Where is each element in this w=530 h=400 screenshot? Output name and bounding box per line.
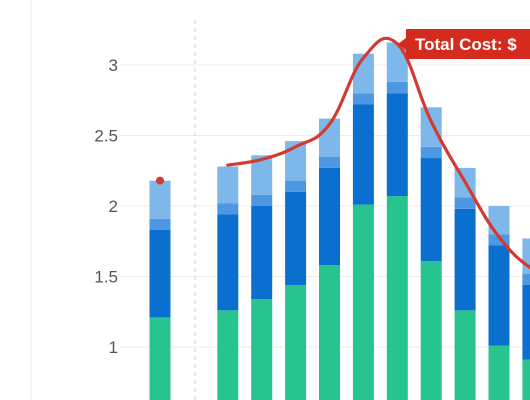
bar-segment-2[interactable]: [251, 206, 273, 300]
bar-segment-1[interactable]: [217, 310, 239, 400]
bar-segment-3[interactable]: [285, 180, 307, 192]
y-axis-ticks: 1 1.5 2 2.5 3: [94, 56, 118, 357]
y-tick-label: 2: [109, 197, 118, 216]
bar-segment-2[interactable]: [488, 245, 510, 346]
bar-segment-2[interactable]: [285, 191, 307, 285]
bar-segment-1[interactable]: [420, 260, 442, 400]
bar-segment-1[interactable]: [488, 345, 510, 400]
bars: [149, 42, 530, 400]
bar-segment-4[interactable]: [522, 238, 530, 274]
bar-segment-1[interactable]: [454, 310, 476, 400]
bar-segment-2[interactable]: [386, 93, 408, 197]
bar-segment-3[interactable]: [420, 146, 442, 159]
bar-segment-4[interactable]: [319, 118, 340, 157]
bar-segment-1[interactable]: [251, 299, 273, 400]
y-tick-label: 1: [109, 338, 118, 357]
y-tick-label: 3: [109, 56, 118, 75]
bar-segment-1[interactable]: [352, 204, 374, 400]
total-line-group: [156, 36, 530, 293]
bar-segment-4[interactable]: [251, 155, 273, 195]
bar-segment-2[interactable]: [217, 214, 239, 311]
bar-segment-3[interactable]: [251, 194, 273, 206]
bar-segment-4[interactable]: [149, 180, 171, 219]
tooltip-pointer: [398, 38, 406, 50]
bar-segment-2[interactable]: [319, 167, 340, 266]
bar-segment-1[interactable]: [149, 317, 171, 400]
bar-segment-4[interactable]: [217, 166, 239, 204]
bar-segment-2[interactable]: [149, 229, 171, 318]
bar-segment-1[interactable]: [319, 265, 340, 400]
bar-segment-1[interactable]: [522, 359, 530, 400]
tooltip-label: Total Cost: $: [415, 35, 517, 54]
tooltip-box: [406, 29, 530, 59]
total-point[interactable]: [156, 176, 164, 185]
bar-segment-4[interactable]: [488, 206, 510, 235]
bar-segment-3[interactable]: [488, 234, 510, 246]
bar-segment-3[interactable]: [454, 197, 476, 209]
bar-segment-1[interactable]: [386, 196, 408, 400]
y-tick-label: 2.5: [94, 127, 118, 146]
bar-segment-2[interactable]: [420, 158, 442, 261]
y-tick-label: 1.5: [94, 268, 118, 287]
bar-segment-2[interactable]: [352, 104, 374, 205]
bar-segment-3[interactable]: [352, 93, 374, 105]
bar-segment-3[interactable]: [217, 203, 239, 215]
tooltip: Total Cost: $: [398, 29, 530, 59]
total-line[interactable]: [226, 36, 530, 293]
bar-segment-3[interactable]: [522, 273, 530, 285]
bar-segment-4[interactable]: [420, 107, 442, 147]
bar-segment-2[interactable]: [454, 208, 476, 311]
bar-segment-2[interactable]: [522, 284, 530, 360]
bar-segment-1[interactable]: [285, 284, 307, 400]
bar-segment-3[interactable]: [386, 81, 408, 94]
bar-segment-3[interactable]: [319, 156, 340, 168]
bar-segment-3[interactable]: [149, 218, 171, 230]
